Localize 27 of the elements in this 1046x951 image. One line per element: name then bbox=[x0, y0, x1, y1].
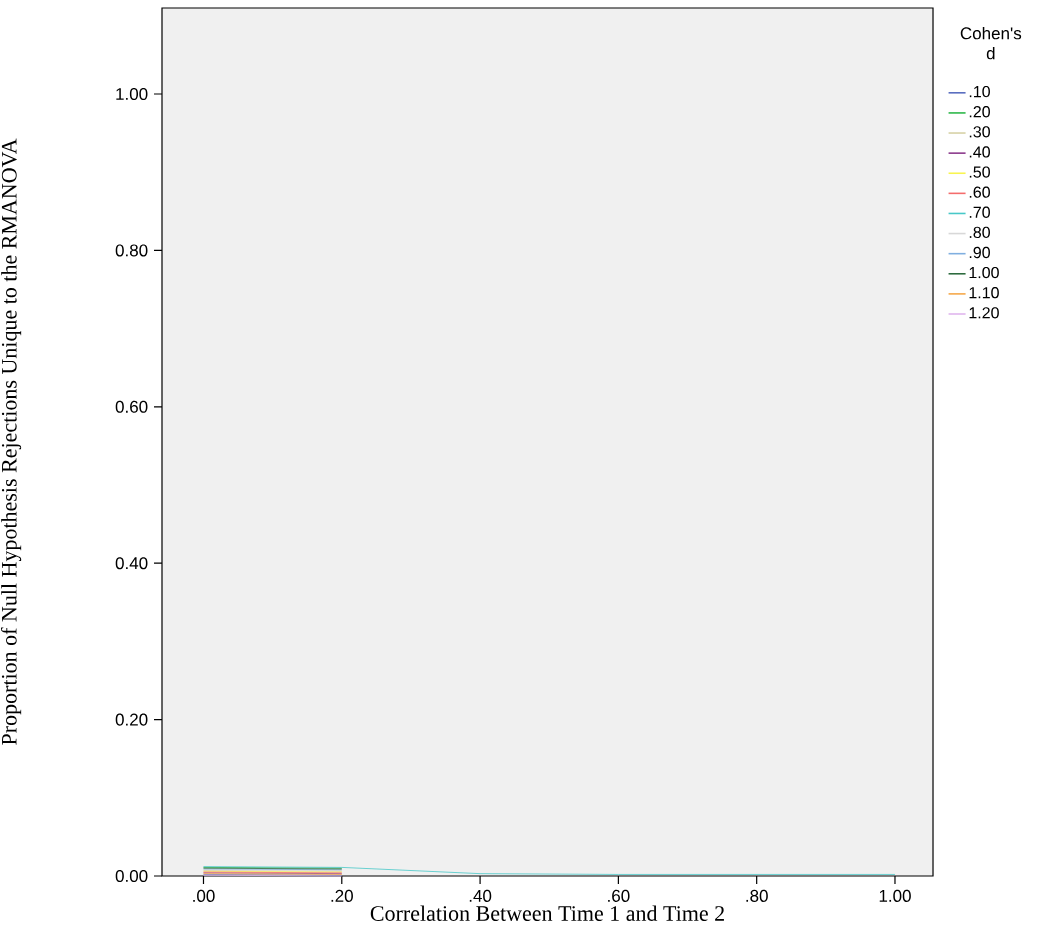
y-tick-label: 0.60 bbox=[115, 400, 148, 413]
x-tick-label: .20 bbox=[331, 889, 353, 902]
legend-label: .40 bbox=[969, 146, 990, 158]
legend-label: .90 bbox=[969, 246, 990, 259]
y-tick-label: 1.00 bbox=[116, 87, 148, 101]
legend-label: 1.10 bbox=[969, 287, 999, 299]
legend-label: .10 bbox=[969, 85, 990, 98]
legend-label: .50 bbox=[969, 166, 990, 178]
y-tick-label: 0.20 bbox=[115, 713, 148, 726]
x-axis-title: Correlation Between Time 1 and Time 2 bbox=[370, 905, 724, 921]
y-axis-title: Proportion of Null Hypothesis Rejections Unique to the RMANOVA bbox=[0, 138, 22, 745]
x-tick-label: .40 bbox=[469, 889, 492, 902]
legend-label: .30 bbox=[969, 126, 990, 138]
legend-title: Cohen's d bbox=[960, 26, 1022, 60]
x-tick-label: .60 bbox=[608, 889, 630, 902]
y-tick-label: 0.40 bbox=[115, 557, 148, 570]
legend-label: .70 bbox=[969, 206, 990, 218]
y-tick-label: 0.00 bbox=[115, 869, 148, 883]
legend-label: 1.00 bbox=[969, 266, 999, 279]
legend-label: .80 bbox=[969, 226, 990, 239]
x-tick-label: .80 bbox=[746, 889, 768, 902]
x-tick-label: .00 bbox=[193, 889, 215, 902]
legend-label: .20 bbox=[969, 106, 990, 118]
legend-label: .60 bbox=[969, 186, 990, 198]
legend-label: 1.20 bbox=[969, 307, 999, 319]
y-tick-label: 0.80 bbox=[115, 244, 148, 257]
x-tick-label: 1.00 bbox=[879, 889, 911, 902]
